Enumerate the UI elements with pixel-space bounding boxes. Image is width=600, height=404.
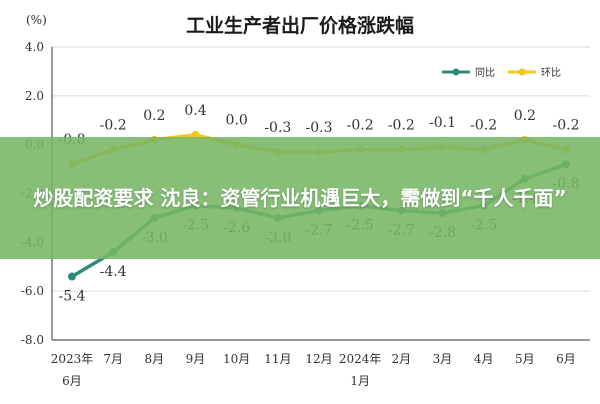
x-tick-label: 2023年 6月 bbox=[51, 352, 94, 388]
x-tick-label: 4月 bbox=[474, 352, 494, 366]
chart-title: 工业生产者出厂价格涨跌幅 bbox=[186, 14, 414, 37]
x-tick-label: 10月 bbox=[223, 352, 250, 366]
data-label: -0.2 bbox=[553, 118, 580, 134]
data-label: 0.2 bbox=[514, 108, 536, 124]
data-label: -0.2 bbox=[388, 118, 415, 134]
y-tick-label: -6.0 bbox=[21, 284, 44, 298]
legend-label: 同比 bbox=[475, 67, 495, 79]
legend-label: 环比 bbox=[541, 67, 561, 79]
data-point bbox=[191, 130, 200, 139]
data-label: -5.4 bbox=[59, 289, 86, 305]
legend-marker bbox=[518, 68, 526, 76]
x-tick-label: 2024年 1月 bbox=[339, 352, 382, 388]
x-tick-label: 5月 bbox=[515, 352, 535, 366]
data-label: -0.2 bbox=[347, 118, 374, 134]
x-tick-label: 7月 bbox=[103, 352, 123, 366]
y-tick-label: -8.0 bbox=[21, 333, 44, 347]
headline-banner[interactable]: 炒股配资要求 沈良：资管行业机遇巨大，需做到“千人千面” bbox=[0, 137, 600, 259]
data-point bbox=[68, 272, 76, 281]
x-tick-label: 3月 bbox=[433, 352, 453, 366]
y-tick-label: 2.0 bbox=[25, 89, 44, 103]
y-unit-label: (%) bbox=[26, 13, 47, 27]
x-tick-label: 9月 bbox=[186, 352, 206, 366]
x-tick-label: 2月 bbox=[392, 352, 412, 366]
y-tick-label: 4.0 bbox=[25, 40, 44, 54]
data-label: 0.4 bbox=[184, 103, 206, 119]
data-label: -0.2 bbox=[470, 118, 497, 134]
data-label: -0.3 bbox=[306, 120, 333, 136]
data-label: -0.3 bbox=[264, 120, 291, 136]
data-label: -0.2 bbox=[100, 118, 127, 134]
data-label: 0.0 bbox=[226, 113, 248, 129]
x-tick-label: 11月 bbox=[264, 352, 291, 366]
x-tick-label: 6月 bbox=[556, 352, 576, 366]
headline-text[interactable]: 炒股配资要求 沈良：资管行业机遇巨大，需做到“千人千面” bbox=[33, 186, 567, 210]
data-label: -4.4 bbox=[100, 264, 127, 280]
x-tick-label: 8月 bbox=[145, 352, 165, 366]
legend-marker bbox=[452, 68, 460, 76]
data-label: 0.2 bbox=[143, 108, 165, 124]
legend: 同比 环比 bbox=[442, 67, 561, 79]
x-tick-label: 12月 bbox=[305, 352, 332, 366]
data-label: -0.1 bbox=[429, 115, 456, 131]
